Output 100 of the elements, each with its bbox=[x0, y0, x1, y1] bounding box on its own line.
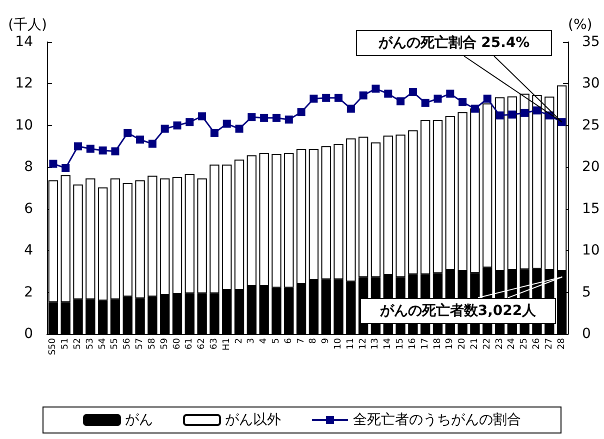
point bbox=[532, 106, 541, 114]
y2-tick-label: 5 bbox=[582, 284, 591, 300]
point bbox=[235, 124, 244, 133]
point bbox=[434, 94, 442, 103]
y-tick-label: 2 bbox=[24, 284, 33, 300]
callout-box: がんの死亡割合 25.4% bbox=[356, 30, 552, 56]
point bbox=[310, 94, 318, 103]
x-tick-label: 25 bbox=[520, 338, 530, 350]
x-tick-label: 56 bbox=[122, 338, 133, 350]
x-tick-label: 10 bbox=[334, 338, 344, 350]
point bbox=[396, 97, 405, 106]
point bbox=[98, 146, 107, 154]
legend-label: がん bbox=[125, 412, 153, 428]
x-tick-label: 53 bbox=[85, 338, 96, 350]
point bbox=[483, 94, 492, 103]
x-tick-label: 19 bbox=[445, 338, 456, 350]
y2-tick-label: 20 bbox=[582, 159, 600, 176]
point bbox=[198, 112, 206, 120]
point bbox=[62, 164, 70, 172]
point bbox=[186, 118, 194, 126]
x-tick-label: 9 bbox=[321, 338, 332, 344]
x-tick-label: 7 bbox=[296, 338, 306, 344]
x-tick-label: 26 bbox=[532, 338, 542, 350]
point bbox=[520, 108, 529, 117]
x-tick-label: 16 bbox=[408, 338, 418, 350]
x-tick-label: 28 bbox=[556, 338, 567, 350]
point bbox=[248, 113, 256, 122]
y2-tick-label: 10 bbox=[582, 242, 600, 259]
point bbox=[322, 94, 330, 102]
point bbox=[408, 88, 417, 96]
x-tick-label: 22 bbox=[482, 338, 492, 350]
x-tick-label: 12 bbox=[358, 338, 368, 350]
y-tick-label: 4 bbox=[24, 242, 34, 259]
point bbox=[124, 128, 132, 137]
x-tick-label: 23 bbox=[494, 338, 505, 350]
x-tick-label: 4 bbox=[259, 338, 270, 344]
point bbox=[173, 121, 182, 130]
x-tick-label: 2 bbox=[234, 338, 244, 344]
y2-tick-label: 0 bbox=[582, 326, 591, 342]
x-tick-label: 58 bbox=[147, 338, 158, 350]
y2-axis-title: (%) bbox=[568, 17, 592, 33]
point bbox=[334, 94, 343, 102]
callout-box: がんの死亡者数3,022人 bbox=[360, 298, 556, 324]
x-tick-label: 5 bbox=[271, 338, 282, 344]
x-tick-label: 59 bbox=[160, 338, 170, 350]
x-tick-label: H1 bbox=[222, 338, 232, 350]
x-tick-label: 3 bbox=[246, 338, 257, 344]
x-tick-label: 13 bbox=[370, 338, 381, 350]
point bbox=[346, 104, 355, 113]
x-tick-label: 17 bbox=[420, 338, 430, 350]
x-tick-label: 57 bbox=[135, 338, 146, 350]
point bbox=[74, 142, 82, 150]
point bbox=[297, 108, 306, 116]
x-tick-label: 24 bbox=[507, 338, 518, 350]
y-tick-label: 10 bbox=[15, 117, 33, 134]
point bbox=[421, 98, 430, 107]
x-tick-label: 18 bbox=[432, 338, 443, 350]
y-tick-label: 0 bbox=[24, 326, 33, 342]
x-tick-label: 20 bbox=[458, 338, 468, 350]
y2-tick-label: 35 bbox=[582, 34, 600, 50]
point bbox=[508, 110, 516, 119]
point bbox=[86, 144, 94, 153]
point bbox=[384, 90, 392, 98]
y-tick-label: 8 bbox=[24, 159, 33, 176]
x-tick-label: 8 bbox=[308, 338, 319, 344]
x-tick-label: 11 bbox=[346, 338, 356, 350]
y-tick-label: 6 bbox=[24, 200, 34, 217]
legend-label: がん以外 bbox=[225, 412, 281, 428]
y-axis-title: (千人) bbox=[8, 17, 47, 33]
point bbox=[136, 136, 144, 144]
x-tick-label: 54 bbox=[98, 338, 108, 350]
point bbox=[111, 147, 120, 156]
point bbox=[372, 84, 380, 93]
y2-tick-label: 15 bbox=[582, 200, 600, 217]
point bbox=[222, 120, 231, 128]
x-tick-label: 51 bbox=[60, 338, 71, 350]
x-tick-label: 62 bbox=[197, 338, 208, 350]
point bbox=[470, 104, 479, 113]
legend-label: 全死亡者のうちがんの割合 bbox=[353, 412, 521, 428]
point bbox=[496, 111, 504, 120]
point bbox=[148, 140, 156, 148]
y-tick-label: 14 bbox=[15, 34, 34, 50]
y2-tick-label: 25 bbox=[582, 117, 600, 134]
point bbox=[210, 128, 218, 137]
x-tick-label: 60 bbox=[172, 338, 182, 350]
x-tick-label: S50 bbox=[48, 338, 58, 356]
x-tick-label: 52 bbox=[73, 338, 84, 350]
x-tick-label: 6 bbox=[284, 338, 294, 344]
x-tick-label: 63 bbox=[209, 338, 220, 350]
x-tick-label: 15 bbox=[396, 338, 406, 350]
point bbox=[284, 116, 293, 124]
y2-tick-label: 30 bbox=[582, 76, 600, 92]
x-tick-label: 61 bbox=[184, 338, 195, 350]
x-tick-label: 21 bbox=[470, 338, 480, 350]
point bbox=[260, 114, 268, 122]
point bbox=[160, 124, 169, 133]
point bbox=[458, 98, 467, 106]
x-tick-label: 27 bbox=[544, 338, 554, 350]
point bbox=[49, 160, 58, 168]
x-tick-label: 14 bbox=[383, 338, 394, 350]
